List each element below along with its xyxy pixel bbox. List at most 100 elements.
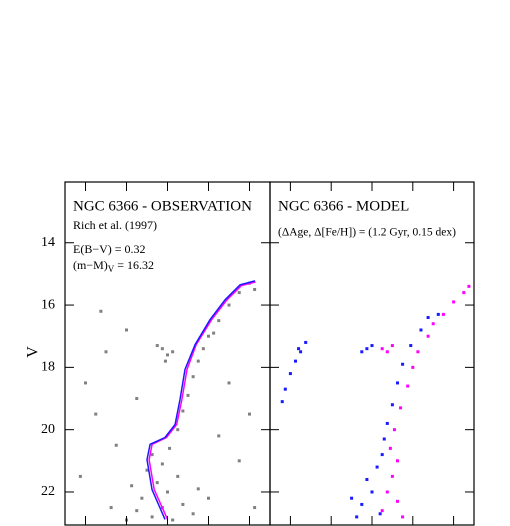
data-point [390, 344, 394, 348]
data-point [390, 474, 394, 478]
data-point [365, 478, 369, 482]
panel-title: NGC 6366 - MODEL [278, 198, 409, 214]
data-point [191, 375, 195, 379]
panel-frame [269, 181, 475, 526]
data-point [370, 490, 374, 494]
data-point [370, 344, 374, 348]
data-point [288, 372, 292, 376]
data-point [140, 496, 144, 500]
data-point [396, 499, 399, 503]
data-point [380, 347, 384, 351]
data-point [350, 496, 354, 500]
data-point [426, 316, 430, 320]
data-point [114, 443, 118, 447]
y-tick-label: 16 [41, 297, 55, 312]
data-point [399, 406, 403, 410]
data-point [181, 409, 185, 413]
data-point [201, 347, 205, 351]
y-tick-label: 14 [41, 235, 55, 250]
data-point [401, 362, 405, 366]
annotation: (m−M)V = 16.32 [73, 258, 154, 274]
data-point [181, 502, 185, 506]
data-point [176, 474, 180, 478]
data-point [145, 468, 149, 472]
data-point [452, 300, 456, 304]
data-point [360, 502, 364, 506]
y-tick-label: 18 [41, 360, 55, 375]
annotation-part: (m−M) [73, 258, 108, 272]
y-tick-label: 22 [41, 484, 55, 499]
data-point [155, 481, 159, 485]
data-point [150, 515, 154, 519]
data-point [212, 331, 216, 335]
data-point [130, 484, 134, 488]
data-point [294, 359, 297, 363]
data-point [248, 412, 251, 416]
data-point [217, 434, 221, 438]
data-point [94, 412, 98, 416]
data-point [304, 340, 308, 344]
data-point [166, 490, 169, 494]
data-point [99, 309, 103, 313]
data-point [406, 384, 410, 388]
annotation: Rich et al. (1997) [73, 218, 157, 232]
data-point [160, 462, 164, 466]
data-point [390, 403, 394, 407]
annotation-part: = 16.32 [114, 258, 154, 272]
data-point [155, 344, 159, 348]
data-point [104, 350, 108, 354]
annotation-subscript: V [108, 264, 115, 274]
data-point [168, 446, 172, 450]
data-point [109, 506, 113, 510]
panel-title: NGC 6366 - OBSERVATION [73, 198, 252, 214]
data-point [150, 453, 154, 457]
data-point [135, 509, 139, 513]
data-point [280, 400, 284, 404]
data-point [382, 437, 386, 441]
data-point [462, 291, 466, 295]
data-point [431, 322, 435, 326]
isochrone [146, 280, 256, 520]
data-point [171, 350, 175, 354]
data-point [385, 421, 389, 425]
data-point [176, 428, 180, 432]
data-point [227, 303, 231, 307]
isochrone [148, 281, 256, 520]
data-point [237, 459, 241, 463]
data-point [207, 334, 210, 338]
data-point [237, 291, 241, 295]
data-point [78, 474, 82, 478]
data-point [385, 490, 389, 494]
data-point [385, 350, 389, 354]
data-point [365, 347, 369, 351]
data-point [436, 312, 440, 316]
data-point [467, 284, 471, 288]
data-point [297, 347, 301, 351]
y-axis-label: V [25, 346, 42, 358]
data-point [196, 359, 200, 363]
data-point [166, 353, 169, 357]
data-point [135, 397, 139, 401]
data-point [375, 465, 379, 469]
data-point [426, 334, 430, 338]
data-point [409, 344, 413, 348]
data-point [217, 319, 221, 323]
data-point [125, 328, 128, 332]
data-point [299, 350, 303, 354]
data-point [253, 287, 257, 291]
data-point [401, 515, 405, 519]
data-point [355, 515, 359, 519]
data-point [411, 365, 415, 369]
data-point [160, 347, 164, 351]
annotation: (ΔAge, Δ[Fe/H]) = (1.2 Gyr, 0.15 dex) [278, 227, 456, 239]
data-point [253, 506, 257, 510]
data-point [186, 393, 190, 397]
data-point [163, 359, 167, 363]
y-tick-label: 20 [41, 422, 55, 437]
data-point [171, 518, 175, 522]
data-point [360, 350, 364, 354]
data-point [396, 381, 399, 385]
data-point [380, 453, 384, 457]
